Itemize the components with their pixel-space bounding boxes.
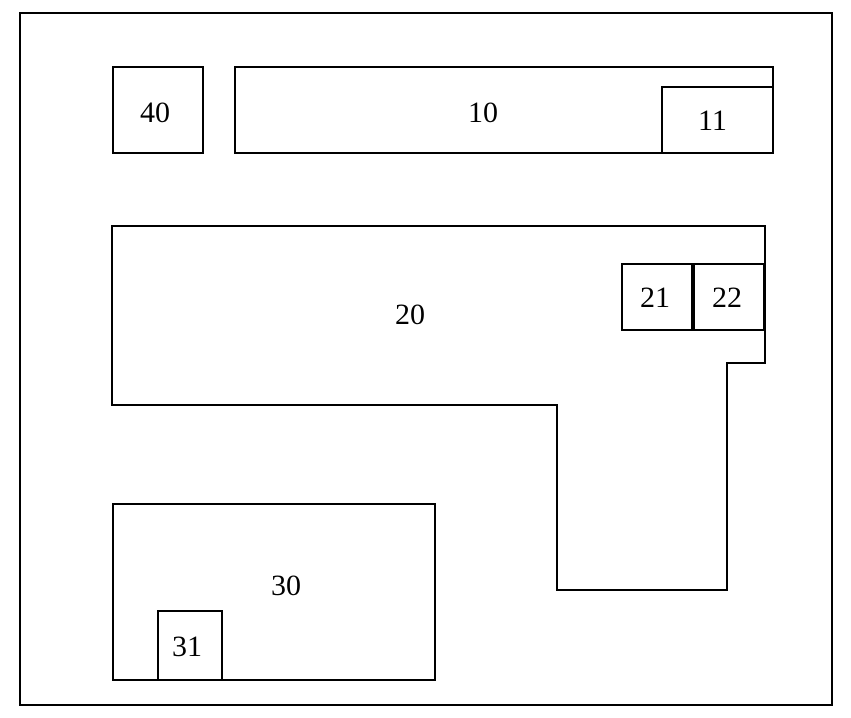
label-40: 40 xyxy=(140,96,170,130)
label-30: 30 xyxy=(271,569,301,603)
label-10: 10 xyxy=(468,96,498,130)
label-21: 21 xyxy=(640,281,670,315)
label-22: 22 xyxy=(712,281,742,315)
label-31: 31 xyxy=(172,630,202,664)
label-11: 11 xyxy=(698,104,727,138)
diagram-canvas: 40 10 11 20 21 22 30 31 xyxy=(0,0,851,718)
label-20: 20 xyxy=(395,298,425,332)
